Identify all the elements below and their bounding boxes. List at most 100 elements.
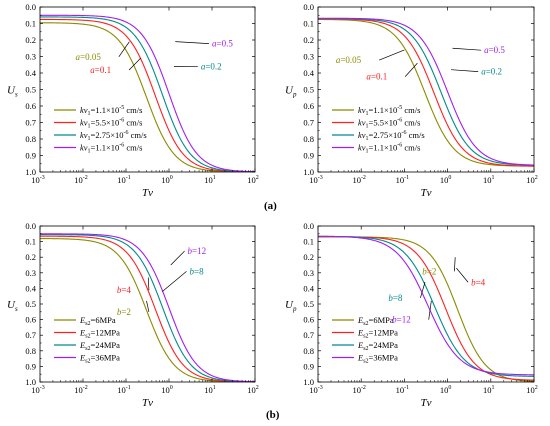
y-tick-label: 0.4 (25, 68, 36, 78)
y-axis-label: Up (285, 299, 297, 313)
annotation-label-2: b=4 (117, 285, 132, 295)
annotation-leader-3 (162, 271, 187, 292)
y-tick-label: 0.6 (303, 315, 314, 325)
legend-label-3: kv1=2.75×10-6 cm/s (80, 130, 147, 142)
y-tick-label: 0.9 (303, 361, 314, 371)
annotation-leader-2 (456, 267, 469, 283)
annotation-label-2: a=0.1 (366, 72, 387, 82)
series-line-3 (40, 234, 255, 382)
annotation-leader-1 (454, 257, 456, 272)
annotation-leader-4 (452, 47, 482, 51)
y-tick-label: 0.8 (303, 346, 314, 356)
plot-frame (317, 225, 535, 383)
y-tick-label: 0.1 (303, 237, 314, 247)
y-tick-label: 0.0 (303, 221, 314, 231)
y-tick-label: 0.3 (25, 52, 36, 62)
x-tick-label: 100 (440, 385, 452, 395)
x-tick-label: 10-3 (31, 385, 45, 395)
y-tick-label: 0.1 (25, 237, 36, 247)
y-axis-label: Up (285, 85, 297, 99)
y-tick-label: 0.8 (25, 134, 36, 144)
y-tick-label: 0.7 (303, 330, 314, 340)
legend-label-1: Es2=6MPa (357, 315, 394, 327)
x-tick-label: 10-3 (309, 385, 323, 395)
y-tick-label: 0.8 (303, 134, 314, 144)
legend-label-4: kv1=1.1×10-6 cm/s (80, 143, 142, 155)
series-line-3 (318, 235, 534, 377)
y-tick-label: 1.0 (303, 167, 314, 177)
x-tick-label: 10-3 (31, 175, 45, 185)
y-tick-label: 0.0 (25, 221, 36, 231)
x-tick-label: 10-2 (74, 385, 88, 395)
series-line-3 (318, 18, 534, 166)
x-tick-label: 101 (483, 175, 495, 185)
x-tick-label: 101 (204, 385, 216, 395)
annotation-leader-4 (175, 41, 210, 44)
y-tick-label: 0.2 (25, 252, 36, 262)
x-tick-label: 10-2 (352, 385, 366, 395)
x-tick-label: 101 (483, 385, 495, 395)
annotation-label-4: a=0.5 (484, 45, 505, 55)
series-line-2 (40, 18, 255, 172)
x-tick-label: 10-1 (396, 385, 410, 395)
x-axis-label: Tv (142, 187, 153, 199)
x-tick-label: 102 (526, 175, 538, 185)
annotation-label-2: b=4 (471, 277, 486, 287)
annotation-leader-2 (147, 277, 150, 291)
x-tick-label: 100 (161, 175, 173, 185)
y-tick-label: 0.9 (303, 151, 314, 161)
series-line-1 (40, 237, 255, 382)
y-tick-label: 0.4 (25, 283, 36, 293)
y-tick-label: 0.7 (25, 330, 36, 340)
annotation-label-1: a=0.05 (76, 52, 102, 62)
y-tick-label: 1.0 (25, 167, 36, 177)
series-line-4 (318, 235, 534, 376)
annotation-leader-4 (428, 300, 432, 320)
legend-label-4: Es2=36MPa (79, 353, 120, 365)
y-tick-label: 0.1 (303, 19, 314, 29)
annotation-leader-1 (118, 41, 130, 58)
series-line-2 (318, 18, 534, 167)
series-line-2 (40, 235, 255, 382)
series-line-1 (318, 18, 534, 167)
annotation-leader-3 (420, 282, 426, 298)
x-axis-label: Tv (142, 397, 153, 409)
x-tick-label: 10-2 (352, 175, 366, 185)
annotation-leader-1 (379, 49, 405, 61)
series-line-4 (40, 233, 255, 382)
y-tick-label: 0.5 (25, 85, 36, 95)
y-tick-label: 0.9 (25, 151, 36, 161)
annotation-leader-2 (404, 62, 418, 77)
y-tick-label: 0.8 (25, 346, 36, 356)
y-tick-label: 0.6 (25, 315, 36, 325)
annotation-label-4: b=12 (188, 246, 207, 256)
annotation-label-1: a=0.05 (336, 55, 362, 65)
series-line-2 (318, 236, 534, 381)
annotation-leader-4 (170, 250, 185, 266)
legend-label-3: kv1=2.75×10-6 cm/s (358, 130, 425, 142)
series-line-4 (318, 17, 534, 166)
legend-label-3: Es2=24MPa (357, 340, 398, 352)
y-tick-label: 0.5 (303, 299, 314, 309)
annotation-leader-2 (128, 57, 141, 71)
chart-b-right: 0.0 0.1 0.2 0.3 0.4 0.5 0.6 0.7 0.8 0.9 1.010-3 10-… (285, 221, 538, 409)
annotation-label-3: b=8 (388, 293, 403, 303)
x-tick-label: 102 (526, 385, 538, 395)
y-tick-label: 0.3 (303, 52, 314, 62)
x-tick-label: 10-1 (117, 175, 131, 185)
legend-label-2: Es2=12MPa (79, 328, 120, 340)
annotation-label-1: b=2 (117, 307, 131, 317)
legend-label-3: Es2=24MPa (79, 340, 120, 352)
x-tick-label: 10-2 (74, 175, 88, 185)
series-line-1 (318, 236, 534, 382)
y-tick-label: 0.2 (303, 35, 314, 45)
chart-a-left: 0.0 0.1 0.2 0.3 0.4 0.5 0.6 0.7 0.8 0.9 1.010-3 10-… (7, 2, 259, 199)
y-tick-label: 0.7 (303, 118, 314, 128)
legend-label-4: kv1=1.1×10-6 cm/s (358, 143, 420, 155)
annotation-label-4: a=0.5 (212, 39, 233, 49)
x-axis-label: Tv (421, 397, 432, 409)
y-tick-label: 0.7 (25, 118, 36, 128)
x-tick-label: 10-1 (396, 175, 410, 185)
annotation-label-3: a=0.2 (201, 62, 222, 72)
